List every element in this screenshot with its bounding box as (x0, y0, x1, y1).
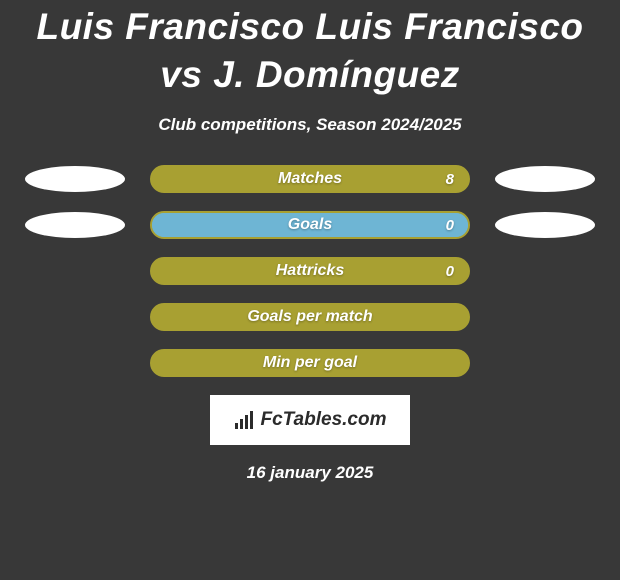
ellipse-placeholder (25, 304, 125, 330)
stat-row: Goals per match (10, 303, 610, 331)
date-text: 16 january 2025 (0, 463, 620, 483)
stat-value: 0 (446, 263, 454, 280)
page-title: Luis Francisco Luis Francisco vs J. Domí… (0, 0, 620, 107)
stat-row: Hattricks 0 (10, 257, 610, 285)
subtitle: Club competitions, Season 2024/2025 (0, 115, 620, 135)
stat-value: 8 (446, 171, 454, 188)
stat-row: Goals 0 (10, 211, 610, 239)
stat-label: Min per goal (263, 354, 357, 372)
stat-label: Hattricks (276, 262, 344, 280)
stat-bar: Goals per match (150, 303, 470, 331)
ellipse-placeholder (495, 304, 595, 330)
stat-value: 0 (446, 217, 454, 234)
left-player-ellipse (25, 212, 125, 238)
stat-label: Matches (278, 170, 342, 188)
stat-bar: Goals 0 (150, 211, 470, 239)
chart-icon (233, 409, 255, 431)
right-player-ellipse (495, 212, 595, 238)
stat-label: Goals per match (247, 308, 372, 326)
stat-bar: Matches 8 (150, 165, 470, 193)
ellipse-placeholder (25, 350, 125, 376)
stat-bar: Hattricks 0 (150, 257, 470, 285)
stats-container: Matches 8 Goals 0 Hattricks 0 Goals per match M… (0, 165, 620, 377)
logo-box: FcTables.com (210, 395, 410, 445)
ellipse-placeholder (25, 258, 125, 284)
stat-row: Matches 8 (10, 165, 610, 193)
ellipse-placeholder (495, 258, 595, 284)
stat-row: Min per goal (10, 349, 610, 377)
right-player-ellipse (495, 166, 595, 192)
left-player-ellipse (25, 166, 125, 192)
ellipse-placeholder (495, 350, 595, 376)
logo-text: FcTables.com (260, 409, 386, 431)
stat-bar: Min per goal (150, 349, 470, 377)
stat-label: Goals (288, 216, 332, 234)
